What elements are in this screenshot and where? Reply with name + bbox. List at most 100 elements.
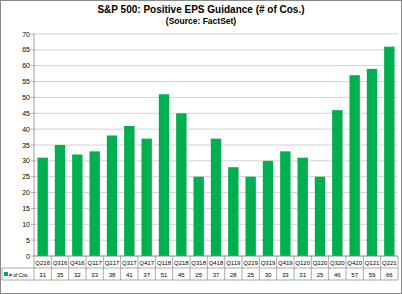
y-tick-label: 50 <box>22 94 30 101</box>
grid-line <box>34 34 398 35</box>
x-tick-label: Q118 <box>157 260 172 266</box>
bar <box>384 47 394 256</box>
subtitle: (Source: FactSet) <box>166 16 237 26</box>
table-line <box>155 256 156 280</box>
table-line <box>2 268 3 280</box>
y-tick <box>31 192 34 193</box>
y-tick <box>31 160 34 161</box>
x-tick-label: Q420 <box>347 260 362 266</box>
bar <box>367 69 377 256</box>
table-value: 38 <box>109 272 116 278</box>
bar <box>315 177 325 256</box>
y-tick-label: 15 <box>22 205 30 212</box>
table-value: 37 <box>213 272 220 278</box>
y-tick <box>31 34 34 35</box>
y-tick <box>31 65 34 66</box>
bar <box>280 151 290 256</box>
title: S&P 500: Positive EPS Guidance (# of Cos… <box>97 4 304 15</box>
y-tick-label: 20 <box>22 189 30 196</box>
table-value: 28 <box>230 272 237 278</box>
grid-line <box>34 97 398 98</box>
x-tick-label: Q121 <box>365 260 380 266</box>
table-value: 59 <box>369 272 376 278</box>
table-value: 51 <box>161 272 168 278</box>
y-axis <box>34 34 35 256</box>
y-tick-label: 55 <box>22 78 30 85</box>
legend-label: # of Cos. <box>9 272 29 278</box>
grid-line <box>34 81 398 82</box>
y-tick-label: 25 <box>22 173 30 180</box>
grid-line <box>34 65 398 66</box>
y-tick-label: 35 <box>22 142 30 149</box>
x-tick-label: Q419 <box>278 260 293 266</box>
table-value: 31 <box>39 272 46 278</box>
table-value: 32 <box>74 272 81 278</box>
y-tick-label: 40 <box>22 126 30 133</box>
table-value: 33 <box>91 272 98 278</box>
table-value: 30 <box>265 272 272 278</box>
x-tick-label: Q221 <box>382 260 397 266</box>
y-tick-label: 45 <box>22 110 30 117</box>
table-value: 25 <box>195 272 202 278</box>
y-tick-label: 60 <box>22 62 30 69</box>
bar <box>263 161 273 256</box>
x-tick-label: Q218 <box>174 260 189 266</box>
y-tick <box>31 129 34 130</box>
bar <box>89 151 99 256</box>
chart-root: S&P 500: Positive EPS Guidance (# of Cos… <box>0 0 402 294</box>
table-value: 31 <box>299 272 306 278</box>
bar <box>107 135 117 256</box>
bar <box>211 139 221 256</box>
x-tick-label: Q320 <box>330 260 345 266</box>
table-line <box>2 280 398 281</box>
bar <box>141 139 151 256</box>
bar <box>176 113 186 256</box>
x-tick-label: Q217 <box>105 260 120 266</box>
grid-line <box>34 129 398 130</box>
table-value: 25 <box>317 272 324 278</box>
bar <box>124 126 134 256</box>
table-line <box>398 256 399 280</box>
table-value: 35 <box>57 272 64 278</box>
table-value: 37 <box>143 272 150 278</box>
table-value: 25 <box>247 272 254 278</box>
chart-frame <box>1 1 402 294</box>
x-tick-label: Q120 <box>295 260 310 266</box>
y-tick-label: 65 <box>22 46 30 53</box>
x-axis <box>34 256 398 257</box>
x-tick-label: Q219 <box>243 260 258 266</box>
x-tick-label: Q119 <box>226 260 241 266</box>
y-tick <box>31 176 34 177</box>
bar <box>159 94 169 256</box>
grid-line <box>34 49 398 50</box>
bar <box>297 158 307 256</box>
y-tick-label: 30 <box>22 157 30 164</box>
x-tick-label: Q416 <box>70 260 85 266</box>
x-tick-label: Q317 <box>122 260 137 266</box>
bar <box>55 145 65 256</box>
y-tick <box>31 224 34 225</box>
y-tick-label: 0 <box>26 253 30 260</box>
y-tick <box>31 208 34 209</box>
table-value: 45 <box>178 272 185 278</box>
x-tick-label: Q418 <box>209 260 224 266</box>
y-tick-label: 70 <box>22 31 30 38</box>
y-tick <box>31 256 34 257</box>
table-value: 46 <box>334 272 341 278</box>
y-tick <box>31 145 34 146</box>
table-line <box>224 256 225 280</box>
x-tick-label: Q318 <box>191 260 206 266</box>
x-tick-label: Q220 <box>313 260 328 266</box>
y-tick <box>31 97 34 98</box>
grid-line <box>34 256 398 257</box>
bar <box>245 177 255 256</box>
table-value: 57 <box>351 272 358 278</box>
y-tick <box>31 113 34 114</box>
bar <box>349 75 359 256</box>
bar <box>228 167 238 256</box>
table-value: 66 <box>386 272 393 278</box>
grid-line <box>34 113 398 114</box>
bar <box>72 155 82 256</box>
chart-svg: S&P 500: Positive EPS Guidance (# of Cos… <box>0 0 402 294</box>
x-tick-label: Q417 <box>139 260 154 266</box>
